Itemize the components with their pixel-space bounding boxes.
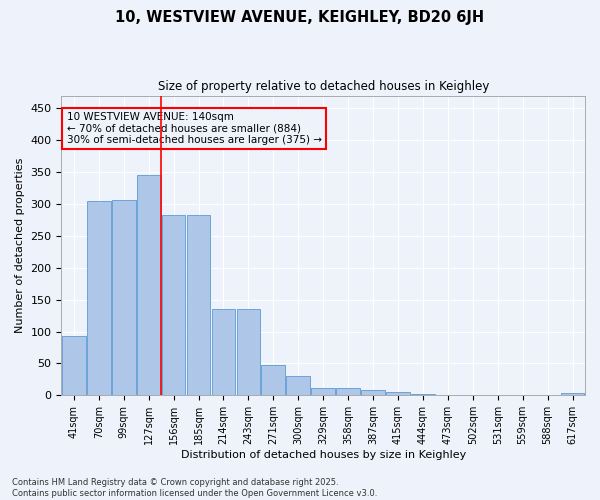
Title: Size of property relative to detached houses in Keighley: Size of property relative to detached ho… [158,80,489,93]
Bar [162,216,185,396]
Bar [137,174,161,396]
Bar [286,376,310,396]
Bar [560,394,584,396]
Text: Contains HM Land Registry data © Crown copyright and database right 2025.
Contai: Contains HM Land Registry data © Crown c… [12,478,377,498]
Bar [386,392,410,396]
Bar [187,216,211,396]
Text: 10, WESTVIEW AVENUE, KEIGHLEY, BD20 6JH: 10, WESTVIEW AVENUE, KEIGHLEY, BD20 6JH [115,10,485,25]
Bar [461,394,485,396]
Bar [336,388,360,396]
Bar [62,336,86,396]
Bar [361,390,385,396]
Bar [536,394,559,396]
Bar [112,200,136,396]
Bar [87,201,110,396]
Y-axis label: Number of detached properties: Number of detached properties [15,158,25,333]
Bar [212,309,235,396]
Text: 10 WESTVIEW AVENUE: 140sqm
← 70% of detached houses are smaller (884)
30% of sem: 10 WESTVIEW AVENUE: 140sqm ← 70% of deta… [67,112,322,145]
Bar [486,394,509,396]
X-axis label: Distribution of detached houses by size in Keighley: Distribution of detached houses by size … [181,450,466,460]
Bar [436,394,460,396]
Bar [236,309,260,396]
Bar [411,394,435,396]
Bar [262,366,285,396]
Bar [311,388,335,396]
